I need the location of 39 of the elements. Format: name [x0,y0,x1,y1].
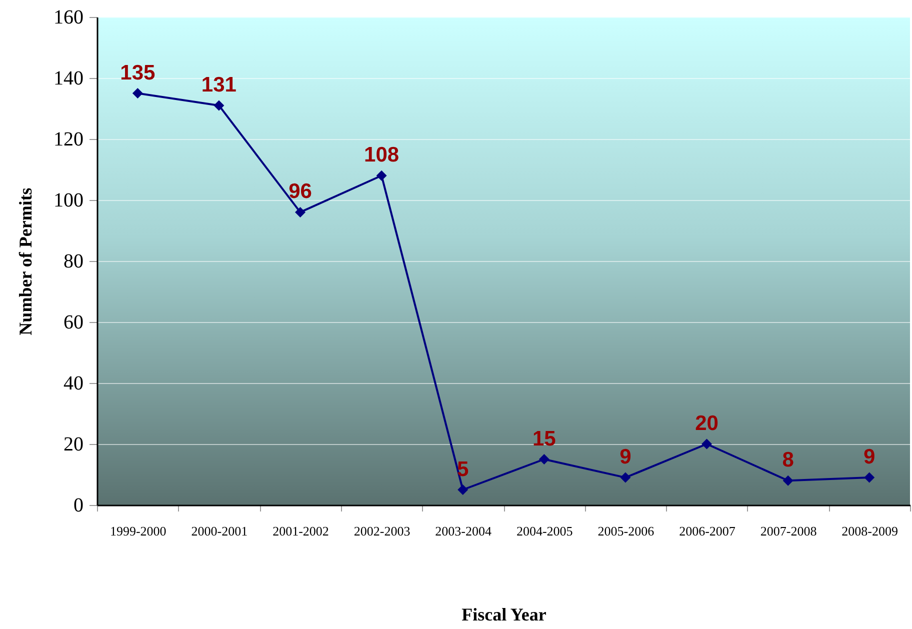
y-tick-label: 100 [54,190,84,212]
data-label: 20 [695,412,718,435]
data-label: 96 [288,180,312,204]
point [458,484,468,495]
data-label: 9 [864,446,876,469]
point [295,206,306,218]
x-tick-label: 2003-2004 [435,524,492,538]
x-tick-label: 2007-2008 [760,524,817,538]
x-tick-label: 2000-2001 [191,524,248,538]
point [132,88,143,98]
x-axis-title: Fiscal Year [462,604,546,624]
y-tick-label: 0 [74,494,84,516]
data-label: 135 [120,61,156,84]
data-label: 8 [782,448,794,472]
point [702,438,712,450]
point [538,454,550,464]
y-axis-title: Number of Permits [16,188,36,336]
x-tick-label: 2001-2002 [272,524,329,538]
x-tick-label: 1999-2000 [110,524,166,538]
y-tick-label: 80 [64,250,84,272]
point [376,170,387,181]
point [864,472,875,483]
y-tick-label: 160 [54,6,84,28]
x-tick-label: 2004-2005 [516,524,573,538]
y-tick-label: 140 [54,68,84,90]
y-tick-label: 60 [64,312,84,334]
y-tick-label: 120 [54,128,84,150]
x-tick-label: 2005-2006 [598,524,655,538]
data-label: 108 [364,144,400,167]
y-tick-label: 40 [64,372,84,394]
x-tick-label: 2006-2007 [679,524,736,538]
point [782,475,794,486]
data-label: 9 [620,446,632,469]
data-label: 131 [201,73,237,96]
y-tick-label: 20 [64,434,84,456]
point [620,472,631,483]
point [214,100,224,111]
x-tick-label: 2008-2009 [842,524,898,538]
x-tick-label: 2002-2003 [354,524,410,538]
